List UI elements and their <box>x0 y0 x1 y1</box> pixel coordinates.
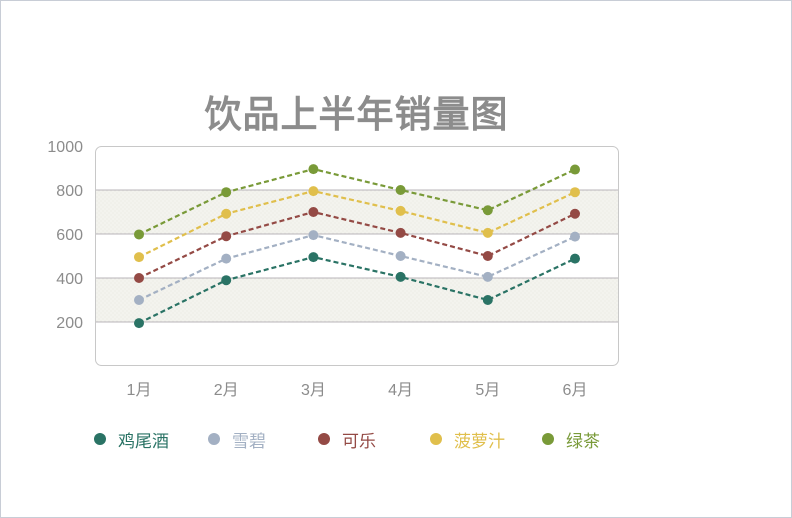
series-line <box>138 189 576 259</box>
data-point <box>570 187 580 198</box>
x-tick-label: 3月 <box>301 382 326 399</box>
legend-marker <box>208 433 220 445</box>
y-tick-label: 800 <box>56 183 83 200</box>
data-point <box>134 229 144 240</box>
legend-label: 绿茶 <box>566 431 600 452</box>
plot-area <box>95 146 619 366</box>
data-point <box>221 208 232 219</box>
data-point <box>395 251 406 261</box>
data-point <box>570 253 580 264</box>
data-point <box>308 252 319 263</box>
legend-label: 菠萝汁 <box>454 431 505 452</box>
data-point <box>482 271 493 282</box>
data-point <box>395 205 406 216</box>
legend-marker <box>542 433 554 445</box>
series-line <box>138 255 576 325</box>
data-point <box>482 205 493 216</box>
x-tick-label: 2月 <box>214 382 239 399</box>
legend-label: 鸡尾酒 <box>118 431 169 452</box>
data-point <box>308 230 319 241</box>
x-tick-label: 5月 <box>475 382 500 399</box>
data-point <box>221 275 232 286</box>
grid-band <box>96 278 618 322</box>
data-point <box>308 164 319 175</box>
y-tick-label: 600 <box>56 227 83 244</box>
x-tick-label: 4月 <box>388 382 413 399</box>
x-tick-label: 6月 <box>563 382 588 399</box>
data-point <box>570 164 580 175</box>
data-point <box>134 252 144 263</box>
chart-title: 饮品上半年销量图 <box>204 93 509 136</box>
data-point <box>395 227 406 238</box>
legend-item: 鸡尾酒 <box>94 427 169 452</box>
series-line <box>138 210 576 279</box>
data-point <box>308 207 319 217</box>
legend-marker <box>430 433 442 445</box>
grid-band <box>96 190 618 234</box>
legend-label: 可乐 <box>342 431 376 452</box>
data-point <box>482 227 493 238</box>
legend-item: 绿茶 <box>542 427 600 452</box>
legend-marker <box>318 433 330 445</box>
legend-item: 菠萝汁 <box>430 427 505 452</box>
data-point <box>134 295 144 305</box>
series-line <box>138 167 576 236</box>
series-line <box>138 233 576 301</box>
legend-item: 可乐 <box>318 427 376 452</box>
data-point <box>308 186 319 197</box>
data-point <box>134 273 144 283</box>
data-point <box>570 208 580 219</box>
data-point <box>221 187 232 198</box>
data-point <box>395 271 406 282</box>
data-point <box>221 231 232 242</box>
legend-item: 雪碧 <box>208 427 266 452</box>
chart-legend: 鸡尾酒 雪碧 可乐 菠萝汁 绿茶 <box>0 427 792 452</box>
data-point <box>570 231 580 242</box>
data-point <box>221 253 232 264</box>
y-tick-label: 400 <box>56 271 83 288</box>
data-point <box>482 295 493 305</box>
y-tick-label: 1000 <box>47 139 83 156</box>
x-tick-label: 1月 <box>127 382 152 399</box>
data-point <box>482 251 493 261</box>
legend-marker <box>94 433 106 445</box>
data-point <box>134 318 144 329</box>
data-point <box>395 185 406 195</box>
y-tick-label: 200 <box>56 315 83 332</box>
legend-label: 雪碧 <box>232 431 266 452</box>
